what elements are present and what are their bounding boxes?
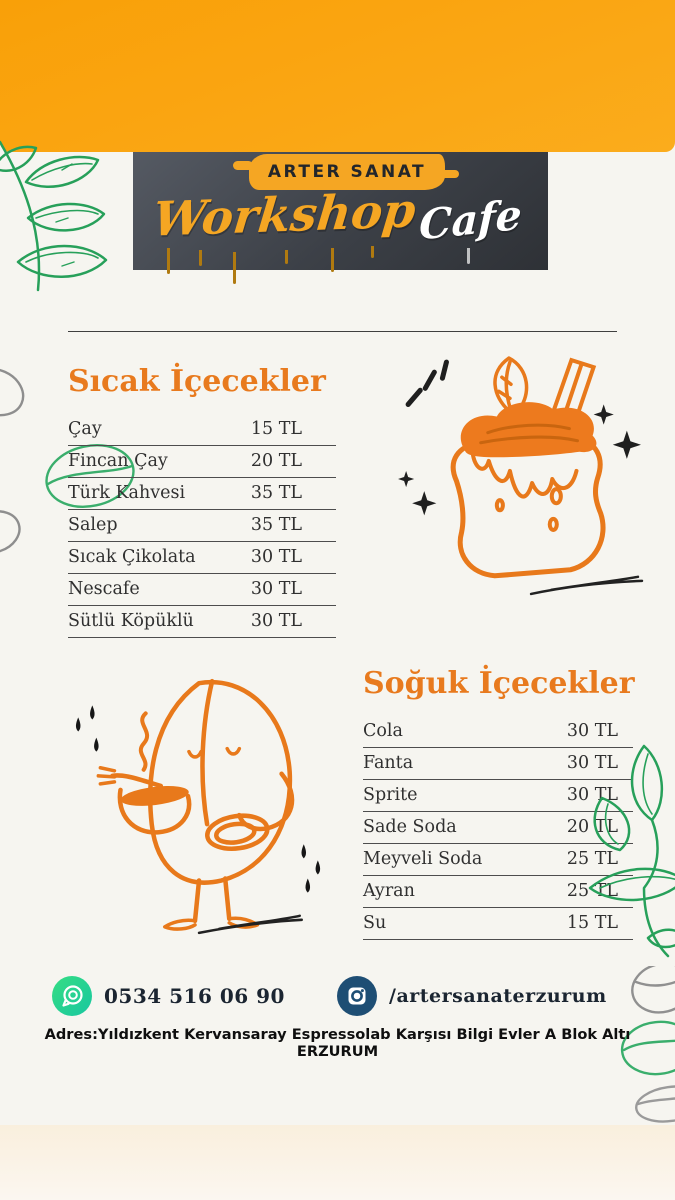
ground-scribble: [197, 914, 303, 935]
menu-item-name: Salep: [68, 515, 118, 535]
instagram-contact[interactable]: /artersanaterzurum: [337, 976, 607, 1016]
hot-drinks-table: Çay 15 TL Fincan Çay 20 TL Türk Kahvesi 35 TL…: [68, 414, 336, 638]
menu-item-row: Sıcak Çikolata 30 TL: [68, 542, 336, 574]
menu-item-price: 30 TL: [566, 753, 618, 773]
coffee-beans-illustration: [620, 966, 675, 1123]
brand-name: ARTER SANAT: [267, 162, 427, 182]
instagram-icon: [337, 976, 377, 1016]
menu-item-price: 20 TL: [250, 451, 302, 471]
title-cafe: Cafe: [418, 190, 523, 250]
menu-item-price: 30 TL: [566, 721, 618, 741]
phone-number: 0534 516 06 90: [104, 984, 285, 1008]
menu-item-row: Çay 15 TL: [68, 414, 336, 446]
menu-item-row: Fanta 30 TL: [363, 748, 633, 780]
header-band: [0, 0, 675, 152]
phone-contact[interactable]: 0534 516 06 90: [52, 976, 285, 1016]
menu-item-name: Sade Soda: [363, 817, 457, 837]
footer-band: [0, 1125, 675, 1200]
menu-item-name: Cola: [363, 721, 403, 741]
menu-item-price: 25 TL: [566, 849, 618, 869]
droplet-icons: [75, 705, 321, 893]
coffee-bean-character-illustration: [75, 678, 321, 935]
title-workshop: Workshop: [150, 183, 419, 248]
menu-item-price: 35 TL: [250, 515, 302, 535]
menu-item-price: 30 TL: [250, 579, 302, 599]
menu-item-row: Su 15 TL: [363, 908, 633, 940]
menu-item-name: Sıcak Çikolata: [68, 547, 196, 567]
menu-item-row: Cola 30 TL: [363, 716, 633, 748]
paint-drip: [167, 248, 170, 274]
leaf-branch-illustration: [0, 140, 135, 554]
whatsapp-icon: [52, 976, 92, 1016]
leaf-branch-illustration: [588, 744, 675, 958]
menu-item-name: Meyveli Soda: [363, 849, 483, 869]
paint-drip: [199, 250, 202, 266]
paint-drip: [371, 246, 374, 258]
brush-stroke: ARTER SANAT: [233, 154, 459, 190]
menu-item-row: Türk Kahvesi 35 TL: [68, 478, 336, 510]
menu-item-row: Sütlü Köpüklü 30 TL: [68, 606, 336, 638]
brand-banner: ARTER SANAT Workshop Cafe: [133, 152, 548, 284]
menu-item-price: 15 TL: [566, 913, 618, 933]
cup-rim: [120, 786, 189, 806]
menu-item-name: Nescafe: [68, 579, 140, 599]
menu-item-row: Salep 35 TL: [68, 510, 336, 542]
paint-drip: [233, 252, 236, 284]
menu-item-name: Fincan Çay: [68, 451, 168, 471]
ground-scribble: [529, 575, 644, 596]
menu-item-price: 15 TL: [250, 419, 302, 439]
sparkle-icons: [398, 404, 641, 516]
divider-line: [68, 331, 617, 333]
menu-item-name: Fanta: [363, 753, 414, 773]
menu-item-name: Sprite: [363, 785, 418, 805]
menu-item-price: 30 TL: [250, 611, 302, 631]
cold-drinks-table: Cola 30 TL Fanta 30 TL Sprite 30 TL Sade Soda 2…: [363, 716, 633, 940]
menu-item-row: Nescafe 30 TL: [68, 574, 336, 606]
menu-item-price: 35 TL: [250, 483, 302, 503]
address-line: Adres:Yıldızkent Kervansaray Espressolab…: [44, 1026, 641, 1060]
hot-drink-illustration: [398, 356, 644, 596]
menu-item-name: Su: [363, 913, 387, 933]
menu-item-name: Türk Kahvesi: [68, 483, 186, 503]
paint-drip: [285, 250, 288, 264]
paint-drip: [331, 248, 334, 272]
hot-drinks-title: Sıcak İçecekler: [68, 364, 326, 399]
menu-item-row: Meyveli Soda 25 TL: [363, 844, 633, 876]
paint-drip: [467, 248, 470, 264]
menu-item-row: Fincan Çay 20 TL: [68, 446, 336, 478]
instagram-handle: /artersanaterzurum: [389, 985, 607, 1007]
menu-item-name: Ayran: [363, 881, 415, 901]
cold-drinks-title: Soğuk İçecekler: [363, 666, 635, 701]
accent-dashes-icon: [405, 359, 449, 407]
foam-top: [460, 402, 597, 458]
menu-item-name: Sütlü Köpüklü: [68, 611, 194, 631]
menu-item-price: 30 TL: [250, 547, 302, 567]
menu-item-name: Çay: [68, 419, 102, 439]
